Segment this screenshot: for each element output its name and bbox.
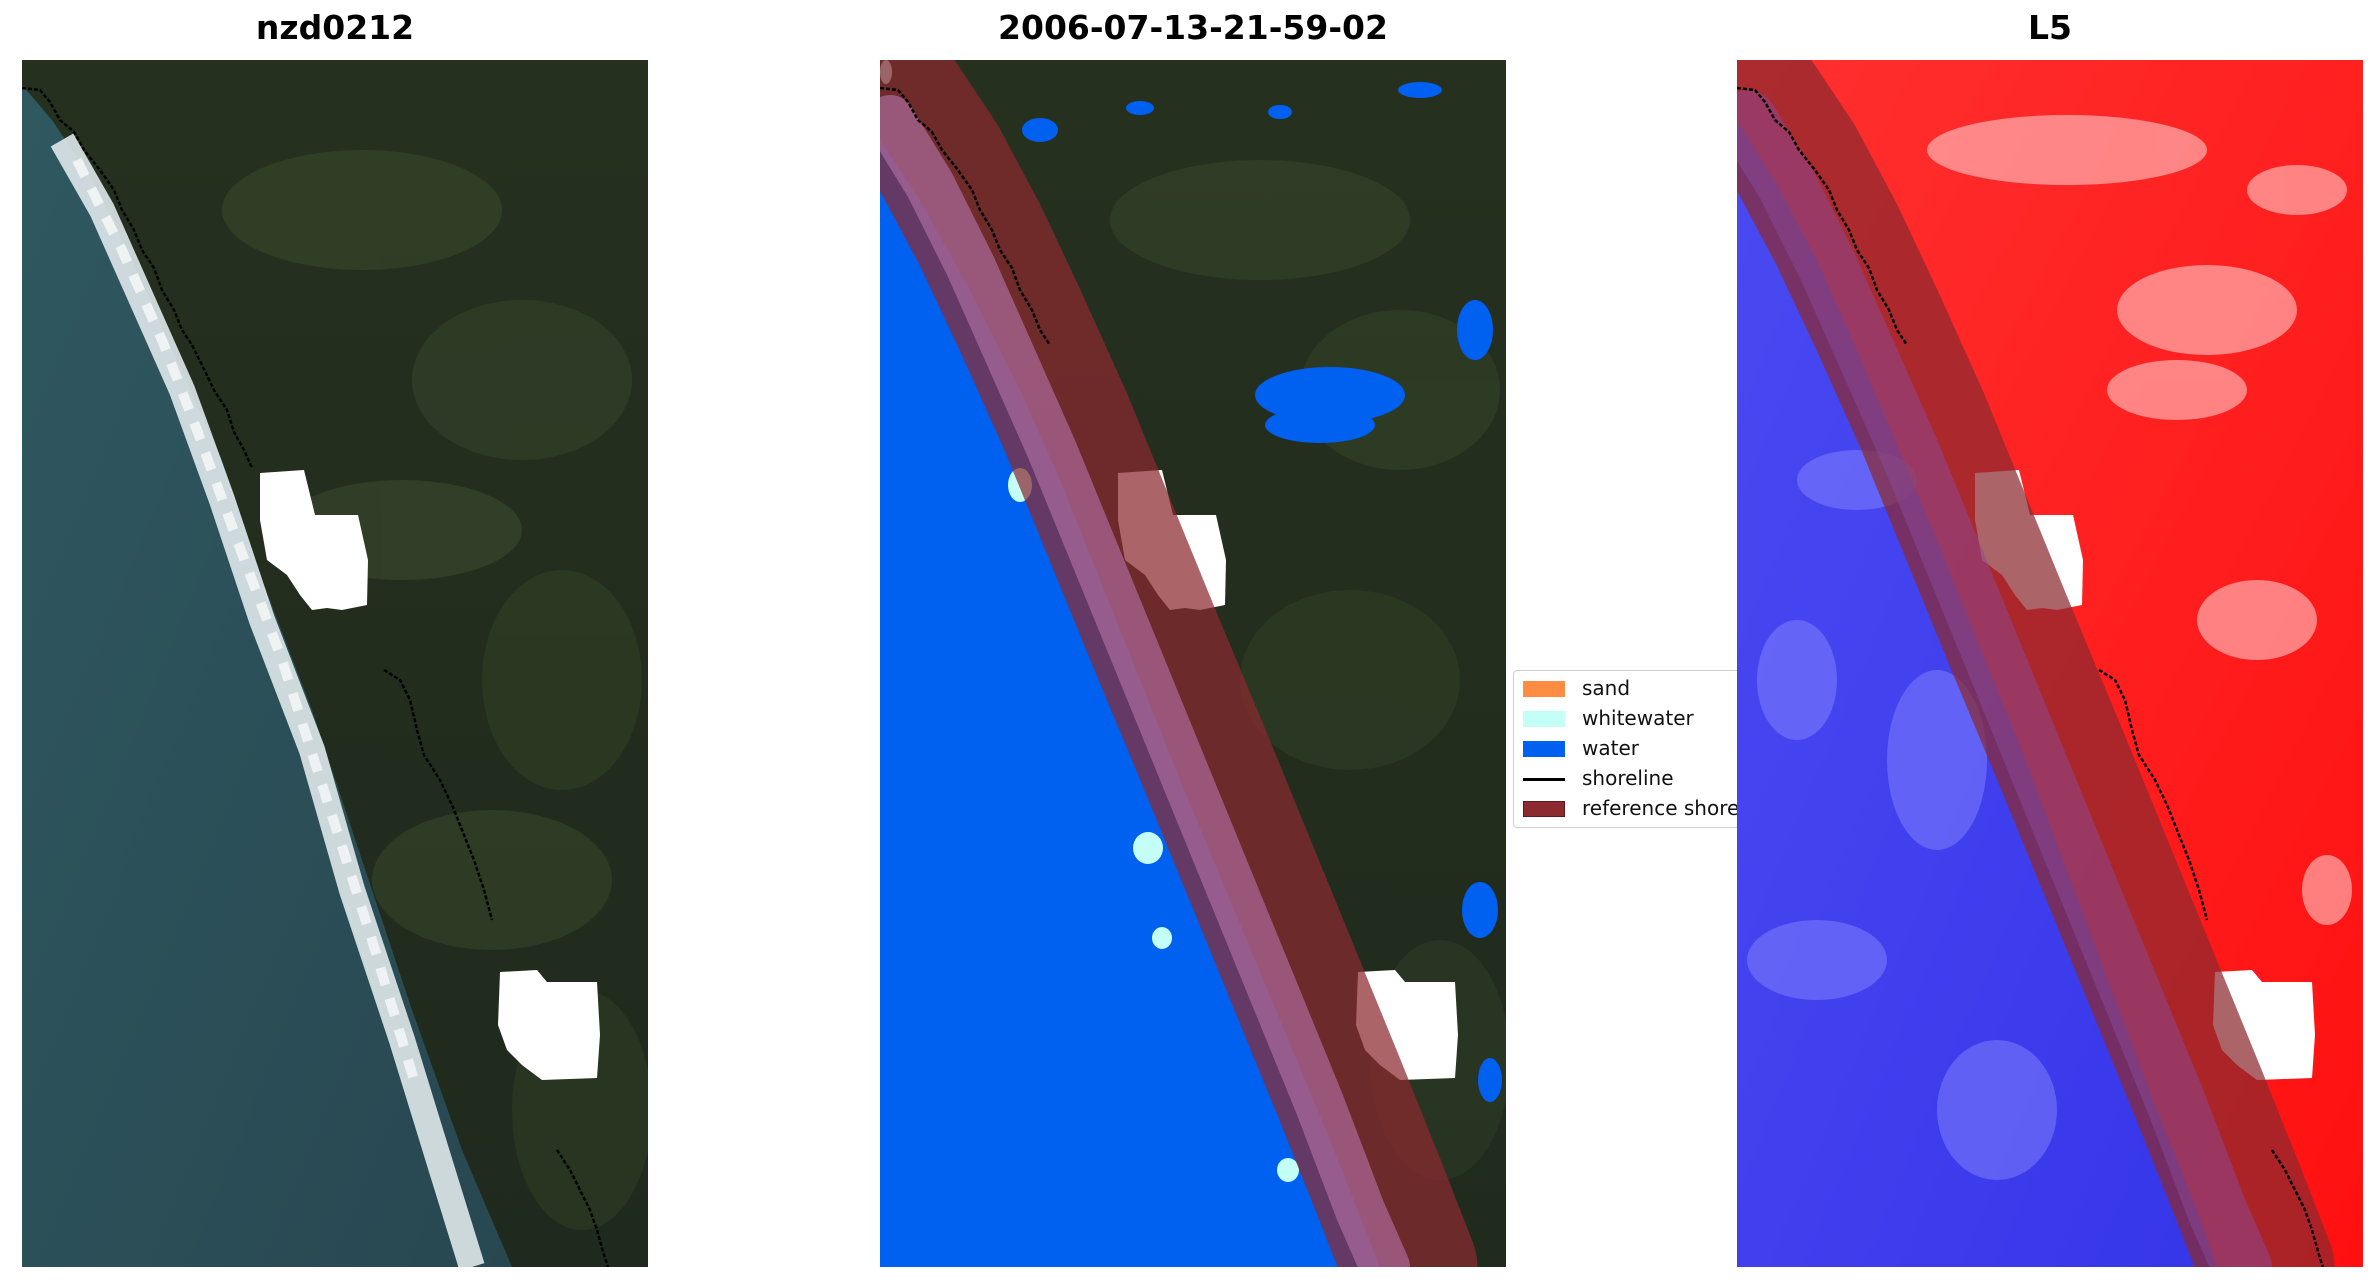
sand-swatch — [1523, 681, 1565, 697]
shoreline-line-icon — [1523, 778, 1565, 781]
legend: sand whitewater water shoreline referenc… — [1513, 670, 1743, 828]
panel-title-date: 2006-07-13-21-59-02 — [998, 8, 1388, 47]
legend-item-reference-buffer: reference shoreline buffer — [1514, 795, 1742, 821]
legend-item-whitewater: whitewater — [1514, 705, 1742, 731]
cloud-mask-lower — [498, 970, 600, 1080]
water-index-panel — [1737, 60, 2363, 1267]
legend-label-sand: sand — [1582, 676, 1631, 700]
cloud-mask-upper — [260, 470, 368, 610]
detected-shoreline-lower — [2098, 668, 2209, 921]
legend-item-shoreline: shoreline — [1514, 765, 1742, 791]
detected-shoreline — [880, 86, 1052, 346]
buffer-inner-band — [1737, 90, 2272, 1267]
detected-shoreline — [1737, 86, 1909, 346]
whitewater-swatch — [1523, 711, 1565, 727]
rgb-image-panel — [22, 60, 648, 1267]
detected-shoreline-lower — [383, 668, 494, 921]
legend-item-sand: sand — [1514, 675, 1742, 701]
water-index-texture — [1747, 450, 2057, 1180]
legend-label-whitewater: whitewater — [1582, 706, 1694, 730]
legend-label-reference-buffer: reference shoreline buffer — [1582, 796, 1742, 820]
panel-title-image-id: nzd0212 — [255, 8, 415, 47]
detected-shoreline-bottom — [2270, 1149, 2325, 1267]
inland-water-patches — [1022, 82, 1502, 1102]
detected-shoreline-bottom — [555, 1149, 610, 1267]
vegetation-texture — [222, 150, 648, 1230]
classified-image-panel — [880, 60, 1506, 1267]
legend-label-shoreline: shoreline — [1582, 766, 1674, 790]
detected-shoreline — [22, 86, 254, 469]
reference-buffer-swatch — [1523, 801, 1565, 817]
legend-label-water: water — [1582, 736, 1639, 760]
water-swatch — [1523, 741, 1565, 757]
panel-title-satellite: L5 — [2028, 8, 2072, 47]
buffer-inner-band — [880, 95, 1410, 1267]
legend-item-water: water — [1514, 735, 1742, 761]
surf-spray — [72, 157, 422, 1092]
land-index-texture — [1927, 115, 2352, 925]
